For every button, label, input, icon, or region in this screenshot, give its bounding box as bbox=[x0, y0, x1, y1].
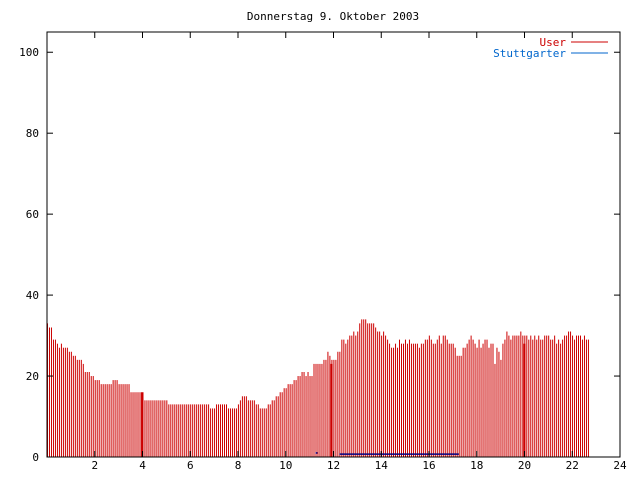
x-tick-label: 12 bbox=[327, 459, 340, 472]
chart-title: Donnerstag 9. Oktober 2003 bbox=[247, 10, 419, 23]
x-tick-label: 2 bbox=[91, 459, 98, 472]
x-tick-label: 24 bbox=[613, 459, 627, 472]
x-tick-label: 20 bbox=[518, 459, 531, 472]
y-axis: 0 20 40 60 80 100 bbox=[19, 46, 620, 464]
x-tick-label: 18 bbox=[470, 459, 483, 472]
legend-label-user: User bbox=[540, 36, 567, 49]
y-tick-label: 80 bbox=[26, 127, 39, 140]
y-tick-label: 100 bbox=[19, 46, 39, 59]
y-tick-label: 60 bbox=[26, 208, 39, 221]
y-tick-label: 0 bbox=[32, 451, 39, 464]
x-axis: 2 4 6 8 10 12 14 16 18 20 22 24 bbox=[91, 32, 627, 472]
y-tick-label: 40 bbox=[26, 289, 39, 302]
legend: User Stuttgarter bbox=[493, 36, 608, 60]
x-tick-label: 4 bbox=[139, 459, 146, 472]
x-tick-label: 10 bbox=[279, 459, 292, 472]
x-tick-label: 6 bbox=[187, 459, 194, 472]
x-tick-label: 22 bbox=[566, 459, 579, 472]
x-tick-label: 14 bbox=[375, 459, 389, 472]
y-tick-label: 20 bbox=[26, 370, 39, 383]
legend-label-stuttgarter: Stuttgarter bbox=[493, 47, 566, 60]
x-tick-label: 8 bbox=[235, 459, 242, 472]
stuttgarter-series bbox=[315, 452, 459, 455]
x-tick-label: 16 bbox=[422, 459, 435, 472]
user-bars bbox=[47, 319, 589, 457]
